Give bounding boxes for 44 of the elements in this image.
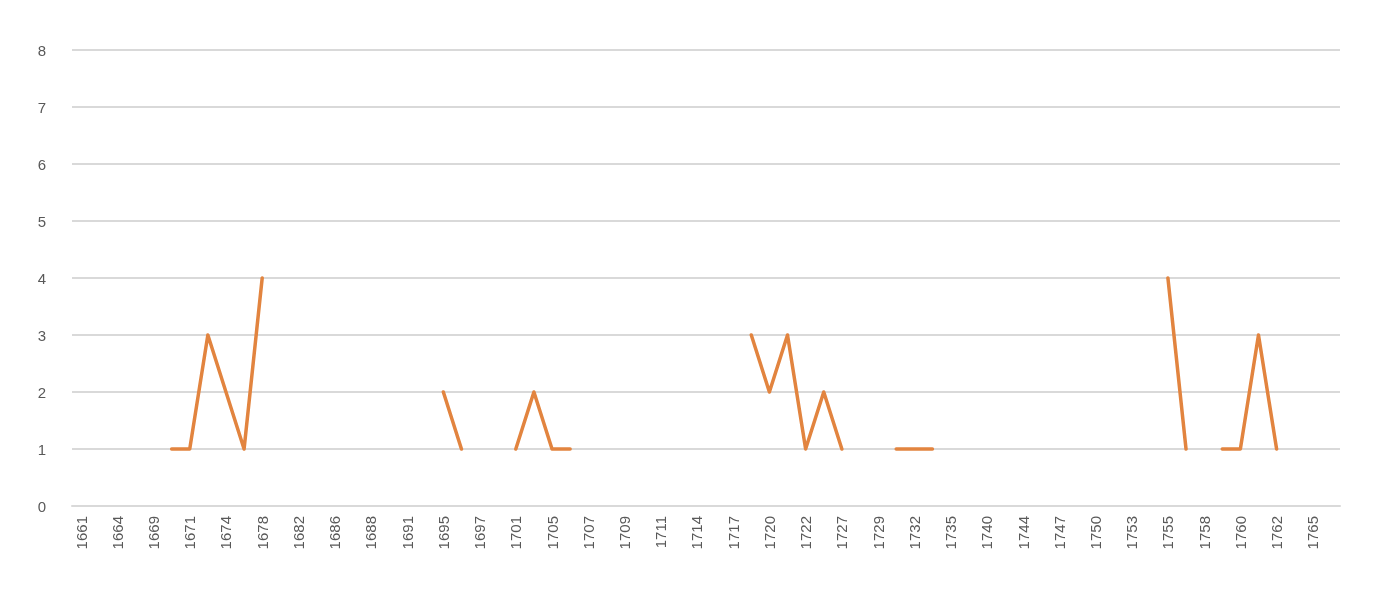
- y-tick-label: 2: [37, 383, 46, 401]
- x-tick-label: 1678: [253, 516, 271, 550]
- x-tick-label: 1753: [1123, 516, 1141, 550]
- x-tick-label: 1750: [1086, 516, 1104, 550]
- x-tick-label: 1688: [362, 516, 380, 550]
- x-tick-label: 1722: [797, 516, 815, 550]
- x-tick-label: 1661: [72, 516, 90, 550]
- x-tick-label: 1701: [507, 516, 525, 550]
- x-tick-label: 1729: [869, 516, 887, 550]
- x-tick-label: 1758: [1195, 516, 1213, 550]
- x-tick-label: 1732: [905, 516, 923, 550]
- y-tick-label: 0: [37, 497, 46, 515]
- x-tick-label: 1762: [1268, 516, 1286, 550]
- y-tick-label: 6: [37, 155, 46, 173]
- x-tick-label: 1711: [652, 516, 670, 549]
- y-tick-label: 1: [37, 440, 46, 458]
- x-tick-label: 1664: [108, 516, 126, 550]
- x-tick-label: 1717: [724, 516, 742, 550]
- y-tick-label: 7: [37, 98, 46, 116]
- y-tick-label: 3: [37, 326, 46, 344]
- x-tick-label: 1760: [1231, 516, 1249, 550]
- x-tick-label: 1755: [1159, 516, 1177, 550]
- x-tick-label: 1674: [217, 516, 235, 550]
- x-tick-label: 1744: [1014, 516, 1032, 550]
- x-tick-label: 1720: [760, 516, 778, 550]
- x-tick-label: 1727: [833, 516, 851, 550]
- y-tick-label: 5: [37, 212, 46, 230]
- x-tick-label: 1697: [471, 516, 489, 550]
- x-tick-label: 1671: [181, 516, 199, 550]
- x-tick-label: 1695: [434, 516, 452, 550]
- x-tick-label: 1705: [543, 516, 561, 550]
- x-tick-label: 1686: [326, 516, 344, 550]
- x-tick-label: 1747: [1050, 516, 1068, 550]
- x-tick-label: 1691: [398, 516, 416, 550]
- x-tick-label: 1669: [145, 516, 163, 550]
- y-tick-label: 4: [37, 269, 46, 287]
- x-tick-label: 1709: [615, 516, 633, 550]
- x-tick-label: 1740: [978, 516, 996, 550]
- x-tick-label: 1765: [1304, 516, 1322, 550]
- y-tick-label: 8: [37, 41, 46, 59]
- x-tick-label: 1707: [579, 516, 597, 550]
- x-tick-label: 1714: [688, 516, 706, 550]
- x-tick-label: 1735: [942, 516, 960, 550]
- x-tick-label: 1682: [289, 516, 307, 550]
